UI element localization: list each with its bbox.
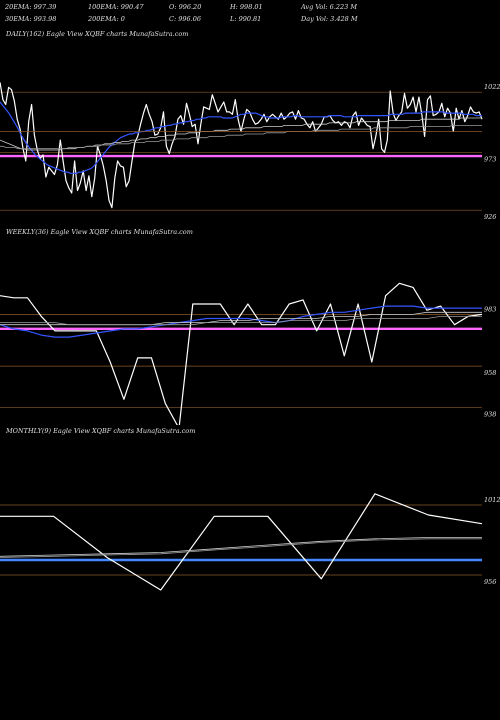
daily-series-line-0 bbox=[0, 82, 483, 209]
weekly-panel-title: WEEKLY(36) Eagle View XQBF charts Munafa… bbox=[6, 228, 193, 236]
weekly-y-tick-label: 938 bbox=[484, 411, 496, 419]
daily-series-line-3 bbox=[0, 125, 482, 150]
daily-panel-title: DAILY(162) Eagle View XQBF charts Munafa… bbox=[6, 30, 189, 38]
monthly-panel-title: MONTHLY(9) Eagle View XQBF charts Munafa… bbox=[6, 427, 196, 435]
weekly-series-line-0 bbox=[0, 282, 483, 425]
weekly-chart: 983 958 938 bbox=[0, 282, 496, 425]
high-stat: H: 998.01 bbox=[230, 3, 263, 11]
daily-series-line-2 bbox=[0, 117, 482, 151]
weekly-series-line-1 bbox=[0, 305, 482, 338]
monthly-chart: 1012 956 bbox=[0, 493, 500, 591]
daily-series-line-1 bbox=[0, 101, 482, 174]
weekly-y-tick-label: 958 bbox=[484, 369, 496, 377]
monthly-series-line-1 bbox=[0, 537, 482, 557]
daily-y-tick-label: 973 bbox=[484, 155, 496, 163]
weekly-y-tick-label: 983 bbox=[484, 305, 496, 313]
avg-volume-stat: Avg Vol: 6.223 M bbox=[301, 3, 358, 11]
monthly-y-tick-label: 956 bbox=[484, 578, 496, 586]
ema30-stat: 30EMA: 993.98 bbox=[5, 15, 57, 23]
weekly-series-line-3 bbox=[0, 316, 482, 326]
daily-chart: 1022 973 926 bbox=[0, 82, 500, 221]
monthly-series-line-2 bbox=[0, 538, 482, 558]
ema20-stat: 20EMA: 997.39 bbox=[5, 3, 57, 11]
close-stat: C: 996.06 bbox=[169, 15, 201, 23]
low-stat: L: 990.81 bbox=[230, 15, 262, 23]
ema200-stat: 200EMA: 0 bbox=[88, 15, 125, 23]
day-volume-stat: Day Vol: 3.428 M bbox=[301, 15, 358, 23]
daily-y-tick-label: 926 bbox=[484, 213, 496, 221]
monthly-y-tick-label: 1012 bbox=[484, 496, 500, 504]
monthly-series-line-0 bbox=[0, 493, 483, 591]
daily-y-tick-label: 1022 bbox=[484, 83, 500, 91]
open-stat: O: 996.20 bbox=[169, 3, 202, 11]
ema100-stat: 100EMA: 990.47 bbox=[88, 3, 144, 11]
